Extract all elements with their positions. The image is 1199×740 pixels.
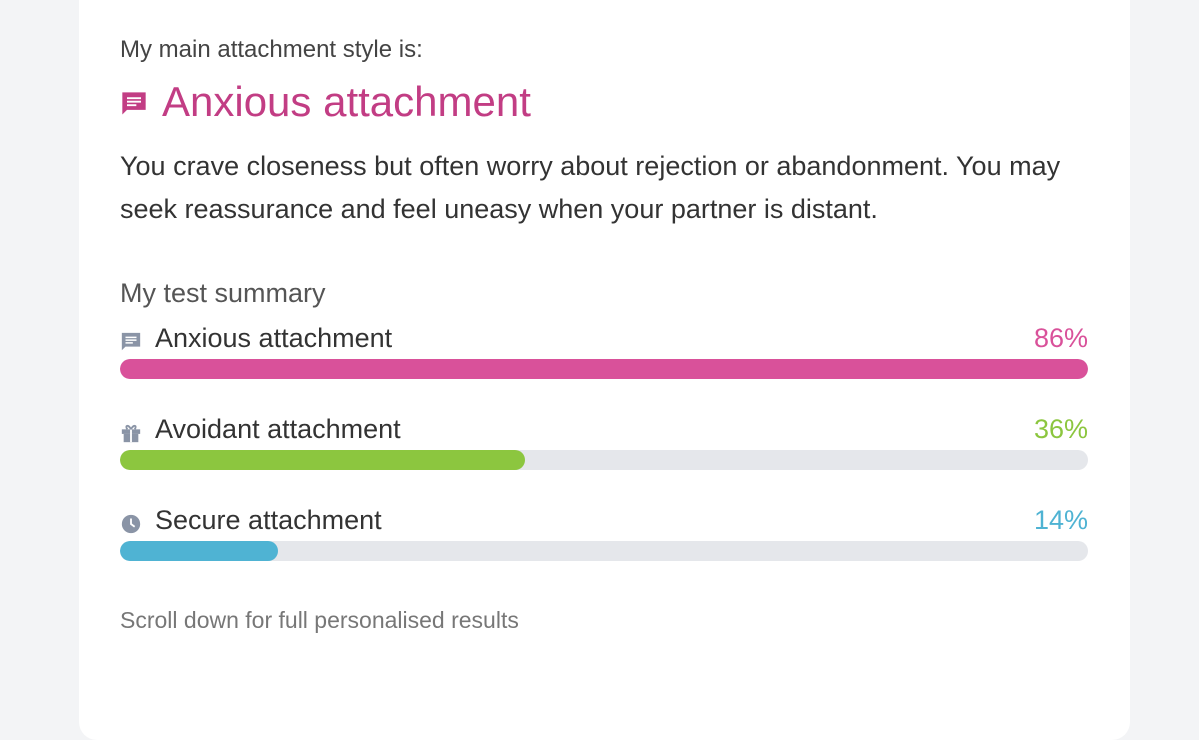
result-row: Avoidant attachment 36%	[120, 414, 1088, 484]
result-percent: 86%	[1033, 323, 1088, 353]
page: My main attachment style is: Anxious att…	[79, 0, 1130, 740]
title: Anxious attachment	[162, 78, 531, 125]
progress-track	[120, 541, 1088, 561]
note: Scroll down for full personalised result…	[120, 607, 519, 633]
progress-track	[120, 450, 1088, 470]
result-icon	[121, 424, 141, 443]
result-icon	[121, 332, 141, 351]
progress-bar	[120, 541, 278, 561]
intro: My main attachment style is:	[120, 36, 423, 63]
result-row: Anxious attachment 86%	[120, 323, 1088, 393]
result-name: Secure attachment	[155, 505, 382, 535]
progress-track	[120, 359, 1088, 379]
summary-title: My test summary	[120, 278, 326, 308]
result-row: Secure attachment 14%	[120, 505, 1088, 575]
result-percent: 36%	[1033, 414, 1088, 444]
result-name: Anxious attachment	[155, 323, 393, 353]
progress-bar	[120, 359, 1088, 379]
result-icon	[121, 514, 141, 534]
progress-bar	[120, 450, 526, 470]
result-name: Avoidant attachment	[155, 414, 401, 444]
title-icon	[122, 92, 146, 115]
result-percent: 14%	[1033, 505, 1088, 535]
description: You crave closeness but often worry abou…	[120, 151, 1061, 224]
result-card: My main attachment style is: Anxious att…	[79, 0, 1130, 740]
